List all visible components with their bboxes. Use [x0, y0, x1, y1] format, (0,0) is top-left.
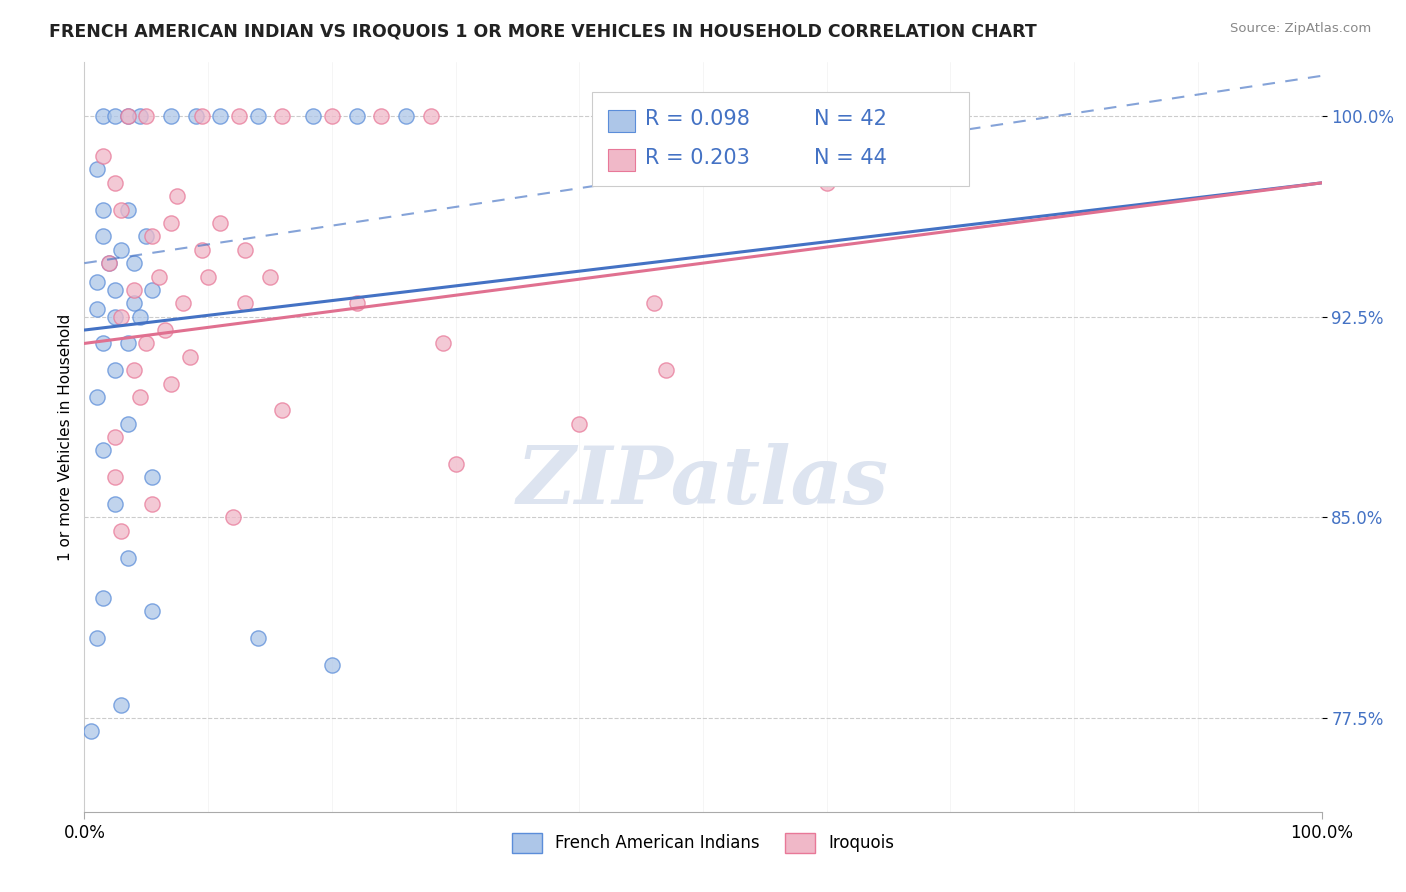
Point [184, 109, 207, 123]
Point [395, 109, 418, 123]
Point [302, 109, 325, 123]
Point [166, 189, 188, 203]
Point [91, 336, 114, 351]
Text: ZIPatlas: ZIPatlas [517, 443, 889, 521]
Point [321, 657, 343, 672]
Point [129, 390, 152, 404]
Point [98, 256, 121, 270]
Point [141, 604, 163, 618]
Point [233, 296, 256, 310]
Point [117, 336, 139, 351]
Point [141, 497, 163, 511]
Point [568, 417, 591, 431]
Point [271, 109, 294, 123]
Point [321, 109, 343, 123]
Point [86, 301, 108, 316]
Point [153, 323, 176, 337]
Point [419, 109, 441, 123]
Point [432, 336, 454, 351]
Point [197, 269, 219, 284]
Point [104, 283, 127, 297]
Point [228, 109, 250, 123]
Point [246, 109, 269, 123]
Text: R = 0.098: R = 0.098 [645, 109, 749, 128]
Point [104, 363, 127, 377]
Point [117, 109, 139, 123]
Text: N = 42: N = 42 [814, 109, 887, 128]
Text: FRENCH AMERICAN INDIAN VS IROQUOIS 1 OR MORE VEHICLES IN HOUSEHOLD CORRELATION C: FRENCH AMERICAN INDIAN VS IROQUOIS 1 OR … [49, 22, 1038, 40]
Point [160, 376, 183, 391]
Point [122, 363, 145, 377]
Point [122, 296, 145, 310]
Point [346, 109, 368, 123]
Point [117, 202, 139, 217]
Text: N = 44: N = 44 [814, 147, 887, 168]
Point [129, 310, 152, 324]
Point [172, 296, 194, 310]
Point [110, 243, 132, 257]
Point [117, 550, 139, 565]
Text: Source: ZipAtlas.com: Source: ZipAtlas.com [1230, 22, 1371, 36]
Text: R = 0.203: R = 0.203 [645, 147, 749, 168]
Point [110, 524, 132, 538]
Point [191, 243, 214, 257]
Point [91, 109, 114, 123]
Point [91, 202, 114, 217]
Point [129, 109, 152, 123]
Y-axis label: 1 or more Vehicles in Household: 1 or more Vehicles in Household [58, 313, 73, 561]
Point [135, 336, 157, 351]
Point [110, 698, 132, 712]
Point [117, 109, 139, 123]
Point [86, 390, 108, 404]
Point [141, 229, 163, 244]
Point [122, 256, 145, 270]
Point [79, 724, 101, 739]
Point [346, 296, 368, 310]
Point [122, 283, 145, 297]
Point [98, 256, 121, 270]
Legend: French American Indians, Iroquois: French American Indians, Iroquois [505, 826, 901, 860]
Point [655, 363, 678, 377]
Point [141, 470, 163, 484]
Point [91, 149, 114, 163]
Point [104, 470, 127, 484]
FancyBboxPatch shape [592, 93, 969, 186]
Point [271, 403, 294, 417]
Point [444, 457, 467, 471]
Point [104, 109, 127, 123]
Point [117, 417, 139, 431]
Point [135, 109, 157, 123]
Point [179, 350, 201, 364]
Point [160, 109, 183, 123]
Point [246, 631, 269, 645]
Point [209, 216, 232, 230]
Point [86, 631, 108, 645]
Point [91, 229, 114, 244]
Point [643, 296, 665, 310]
Point [191, 109, 214, 123]
Point [135, 229, 157, 244]
FancyBboxPatch shape [607, 110, 636, 132]
Point [104, 497, 127, 511]
Point [86, 275, 108, 289]
Point [370, 109, 392, 123]
Point [104, 176, 127, 190]
Point [209, 109, 232, 123]
Point [160, 216, 183, 230]
FancyBboxPatch shape [607, 149, 636, 171]
Point [259, 269, 281, 284]
Point [222, 510, 245, 524]
Point [110, 310, 132, 324]
Point [91, 443, 114, 458]
Point [91, 591, 114, 605]
Point [104, 310, 127, 324]
Point [110, 202, 132, 217]
Point [233, 243, 256, 257]
Point [815, 176, 838, 190]
Point [86, 162, 108, 177]
Point [141, 283, 163, 297]
Point [104, 430, 127, 444]
Point [148, 269, 170, 284]
